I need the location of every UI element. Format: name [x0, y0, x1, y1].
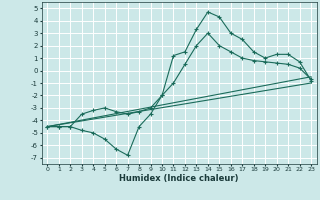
X-axis label: Humidex (Indice chaleur): Humidex (Indice chaleur)	[119, 174, 239, 183]
